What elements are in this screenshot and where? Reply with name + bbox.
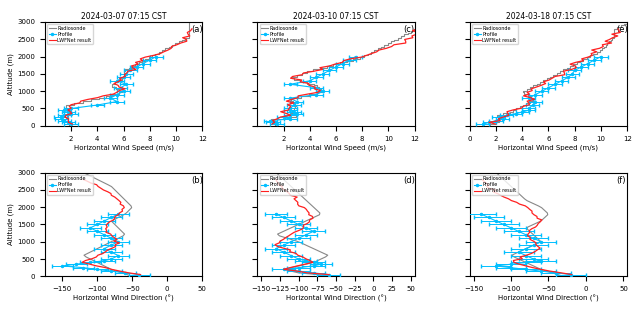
Text: (f): (f) [616, 176, 626, 185]
Legend: Radiosonde, Profile, LWFNet result: Radiosonde, Profile, LWFNet result [260, 175, 305, 195]
Text: (e): (e) [616, 25, 628, 34]
Legend: Radiosonde, Profile, LWFNet result: Radiosonde, Profile, LWFNet result [47, 24, 93, 44]
X-axis label: Horizontal Wind Direction (°): Horizontal Wind Direction (°) [285, 295, 387, 302]
Text: (b): (b) [191, 176, 203, 185]
X-axis label: Horizontal Wind Speed (m/s): Horizontal Wind Speed (m/s) [74, 144, 173, 151]
Y-axis label: Altitude (m): Altitude (m) [8, 53, 14, 95]
X-axis label: Horizontal Wind Speed (m/s): Horizontal Wind Speed (m/s) [499, 144, 598, 151]
X-axis label: Horizontal Wind Speed (m/s): Horizontal Wind Speed (m/s) [286, 144, 386, 151]
Text: (c): (c) [404, 25, 415, 34]
X-axis label: Horizontal Wind Direction (°): Horizontal Wind Direction (°) [73, 295, 174, 302]
Text: (d): (d) [404, 176, 415, 185]
Y-axis label: Altitude (m): Altitude (m) [8, 203, 14, 245]
Text: (a): (a) [191, 25, 203, 34]
Legend: Radiosonde, Profile, LWFNet result: Radiosonde, Profile, LWFNet result [260, 24, 305, 44]
Legend: Radiosonde, Profile, LWFNet result: Radiosonde, Profile, LWFNet result [472, 175, 518, 195]
Legend: Radiosonde, Profile, LWFNet result: Radiosonde, Profile, LWFNet result [472, 24, 518, 44]
Title: 2024-03-10 07:15 CST: 2024-03-10 07:15 CST [293, 12, 379, 21]
Legend: Radiosonde, Profile, LWFNet result: Radiosonde, Profile, LWFNet result [47, 175, 93, 195]
Title: 2024-03-18 07:15 CST: 2024-03-18 07:15 CST [506, 12, 591, 21]
X-axis label: Horizontal Wind Direction (°): Horizontal Wind Direction (°) [498, 295, 599, 302]
Title: 2024-03-07 07:15 CST: 2024-03-07 07:15 CST [81, 12, 166, 21]
